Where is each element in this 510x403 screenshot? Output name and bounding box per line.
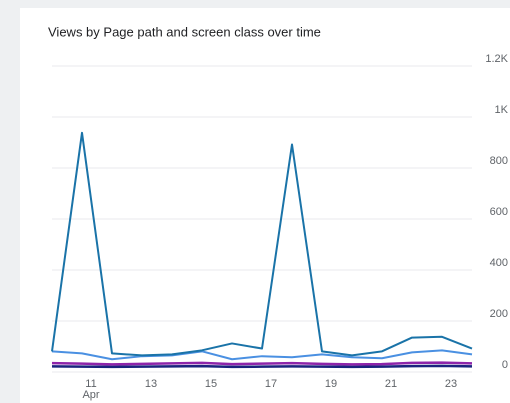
y-tick-label: 200: [490, 308, 508, 320]
x-tick-label: 15: [205, 378, 217, 390]
series-line: [51, 364, 473, 369]
y-tick-label: 1K: [495, 104, 509, 116]
x-tick-label: 21: [385, 378, 397, 390]
y-tick-label: 800: [490, 155, 508, 167]
series-line: [51, 131, 473, 357]
x-tick-label: 11: [85, 378, 96, 390]
y-tick-label: 0: [502, 359, 508, 371]
y-tick-label: 600: [490, 206, 508, 218]
series-line: [51, 349, 473, 361]
y-tick-label: 1.2K: [485, 53, 508, 65]
series-line: [51, 361, 473, 366]
chart-title: Views by Page path and screen class over…: [48, 24, 321, 39]
x-tick-label: 23: [445, 378, 457, 390]
x-tick-label: 13: [145, 378, 157, 390]
x-tick-label: 17: [265, 378, 277, 390]
x-month-label: Apr: [82, 389, 99, 401]
card: [20, 8, 510, 403]
x-tick-label: 19: [325, 378, 337, 390]
y-tick-label: 400: [490, 257, 508, 269]
